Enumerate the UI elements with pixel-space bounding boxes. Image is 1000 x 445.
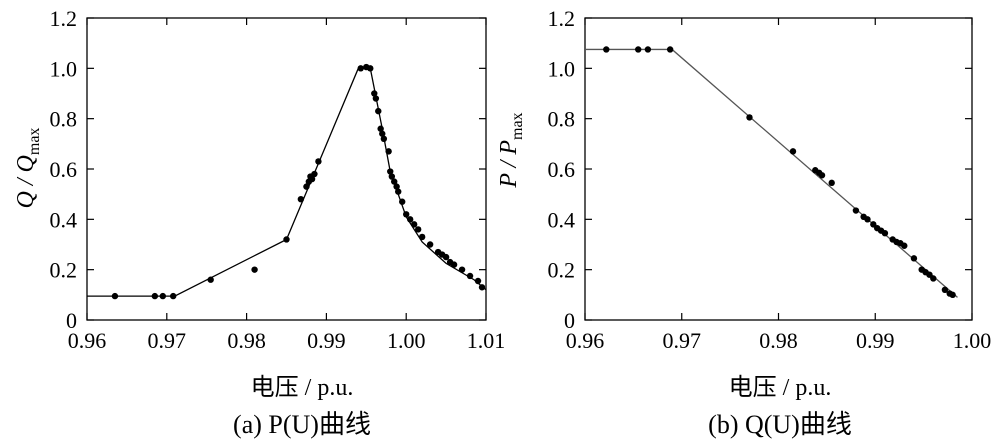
chart-b-point	[949, 291, 956, 299]
chart-a-point	[418, 233, 426, 241]
chart-a-point	[377, 125, 384, 132]
chart-a-point	[426, 241, 434, 248]
chart-a-point	[458, 266, 466, 273]
chart-b-point	[901, 242, 908, 249]
chart-a-series-line	[87, 67, 487, 297]
chart-b-plot-area: 0.96 0.97 0.98 0.99 1.00 0 0.2 0.4 0.6 0.8 1.0 1.2	[548, 6, 992, 353]
chart-a-point	[111, 292, 119, 300]
chart-a-point	[388, 173, 396, 180]
chart-a: Q / Qmax 0.96 0.97 0.98 0.99 1.00 1.01 0 0.2 0.4…	[13, 6, 505, 439]
chart-a-point	[410, 221, 418, 228]
chart-a-point	[375, 107, 382, 115]
chart-a-point	[207, 276, 214, 283]
chart-a-point	[442, 253, 450, 261]
chart-b-ytick-label: 0.8	[548, 107, 576, 132]
chart-a-ytick-label: 0.6	[50, 157, 78, 182]
chart-a-point	[315, 158, 322, 165]
chart-b-point	[852, 207, 860, 214]
chart-a-xtick-label: 0.97	[148, 328, 187, 353]
chart-a-xlabel: 电压 / p.u.	[251, 374, 354, 401]
chart-a-plot-area: 0.96 0.97 0.98 0.99 1.00 1.01 0 0.2 0.4 0.6 0.8 1.0…	[50, 6, 506, 353]
chart-a-point	[393, 183, 400, 190]
chart-b-point	[635, 46, 642, 53]
chart-b-xtick-label: 0.99	[856, 328, 895, 353]
chart-b-point	[666, 46, 674, 53]
chart-b-point	[864, 216, 871, 223]
chart-a-caption: (a) P(U)曲线	[233, 410, 371, 439]
chart-a-point	[372, 95, 380, 102]
chart-b-point	[603, 46, 610, 53]
chart-a-point	[466, 272, 474, 280]
chart-a-xtick-label: 0.98	[227, 328, 266, 353]
chart-a-point	[371, 90, 378, 97]
chart-b-xtick-label: 0.97	[663, 328, 702, 353]
chart-a-point	[474, 277, 482, 285]
chart-b-xtick-label: 0.98	[759, 328, 798, 353]
chart-b-point	[930, 275, 937, 282]
chart-b-ytick-label: 1.2	[548, 6, 576, 31]
chart-a-xtick-label: 1.01	[467, 328, 506, 353]
chart-b-ytick-label: 0	[564, 308, 575, 333]
chart-a-ytick-label: 0.2	[50, 258, 78, 283]
chart-b-point	[818, 172, 826, 179]
chart-a-point	[478, 284, 486, 291]
chart-b-point	[828, 179, 835, 187]
chart-a-point	[308, 175, 316, 183]
chart-a-point	[379, 130, 386, 137]
chart-a-point	[311, 170, 318, 178]
chart-a-point	[169, 292, 177, 300]
chart-b-point	[644, 46, 652, 53]
chart-a-point	[159, 292, 167, 300]
chart-b-ytick-label: 0.4	[548, 207, 576, 232]
chart-a-ytick-label: 0.8	[50, 107, 78, 132]
chart-a-ytick-label: 0	[66, 308, 77, 333]
chart-b-xlabel: 电压 / p.u.	[729, 374, 832, 401]
chart-a-xtick-label: 0.96	[68, 328, 107, 353]
chart-a-ytick-label: 0.4	[50, 207, 78, 232]
chart-a-point	[297, 196, 305, 203]
chart-b-point	[910, 255, 918, 262]
chart-b-caption: (b) Q(U)曲线	[708, 410, 852, 439]
chart-a-point	[251, 266, 258, 273]
chart-a-ylabel: Q / Qmax	[13, 128, 43, 209]
chart-a-point	[283, 236, 290, 243]
chart-a-point	[391, 178, 398, 185]
chart-b: P / Pmax 0.96 0.97 0.98 0.99 1.0000.20.40.60…	[496, 6, 991, 439]
chart-b-frame	[584, 17, 973, 321]
chart-b-series-line	[585, 48, 958, 298]
chart-b-point	[789, 148, 797, 155]
chart-a-xtick-label: 0.99	[307, 328, 346, 353]
chart-a-ytick-label: 1.0	[50, 56, 78, 81]
chart-b-xtick-label: 1.00	[953, 328, 992, 353]
chart-a-point	[414, 226, 422, 233]
chart-b-ylabel: P / Pmax	[496, 112, 526, 188]
chart-b-ytick-label: 0.2	[548, 258, 576, 283]
chart-a-point	[380, 135, 388, 142]
chart-b-xtick-label: 0.96	[566, 328, 605, 353]
chart-a-xtick-label: 1.00	[387, 328, 426, 353]
chart-b-point	[881, 229, 889, 237]
chart-a-point	[367, 65, 374, 72]
chart-a-point	[303, 183, 310, 190]
chart-a-point	[357, 65, 364, 72]
chart-b-point	[941, 286, 949, 293]
chart-a-point	[387, 168, 394, 175]
chart-b-ytick-label: 0.6	[548, 157, 576, 182]
chart-b-ytick-label: 1.0	[548, 56, 576, 81]
chart-a-point	[403, 211, 410, 218]
chart-a-point	[450, 261, 458, 268]
chart-a-point	[151, 292, 159, 300]
chart-a-ytick-label: 1.2	[50, 6, 78, 31]
chart-a-point	[406, 216, 414, 223]
chart-a-frame	[86, 17, 487, 321]
chart-b-point	[746, 114, 753, 121]
chart-a-point	[395, 188, 402, 195]
chart-a-point	[399, 198, 406, 205]
chart-a-point	[385, 148, 392, 155]
